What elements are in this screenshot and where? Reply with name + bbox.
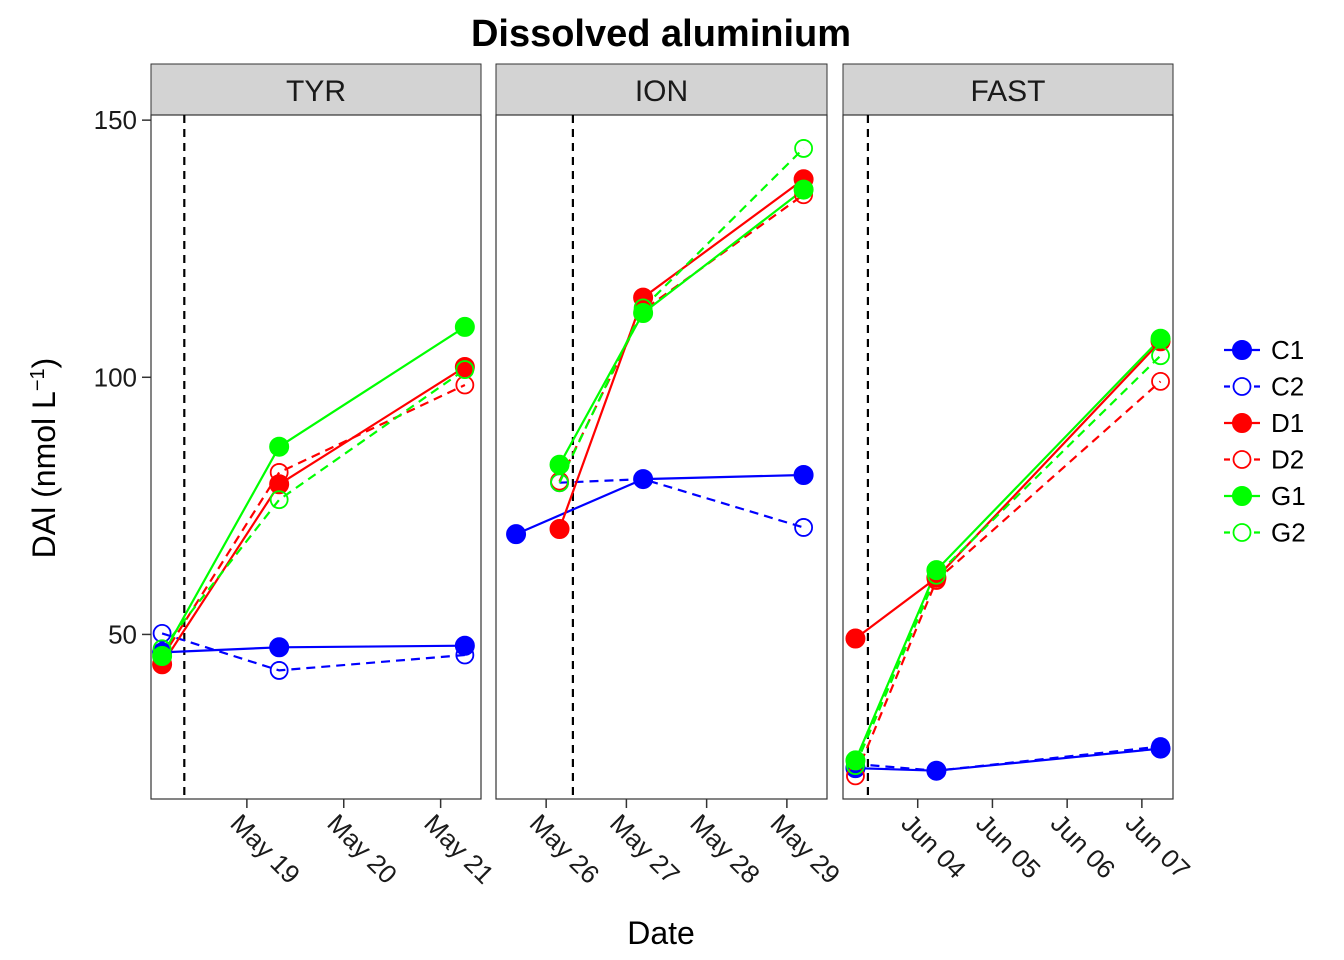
data-point-g1 xyxy=(926,560,947,581)
data-point-c2 xyxy=(1151,737,1170,756)
y-tick-label: 100 xyxy=(94,362,137,392)
legend: C1 C2 D1 D2 G1 G2 xyxy=(1224,335,1306,548)
panel-border xyxy=(150,114,482,800)
y-axis-title-close: ) xyxy=(26,358,62,369)
data-point-d1 xyxy=(845,628,866,649)
data-point-c1 xyxy=(633,469,654,490)
series-line-c2 xyxy=(161,632,465,672)
legend-key-point xyxy=(1232,450,1252,469)
data-point-c2 xyxy=(633,469,653,489)
panel-data xyxy=(845,115,1171,799)
data-point-g1 xyxy=(152,646,173,667)
data-point-g2 xyxy=(846,756,865,775)
data-point-g2 xyxy=(794,139,813,158)
legend-key-point xyxy=(1232,486,1252,506)
data-point-g1 xyxy=(633,303,654,323)
legend-label: G1 xyxy=(1271,481,1306,511)
legend-item-d1: D1 xyxy=(1224,408,1304,438)
data-point-g1 xyxy=(793,179,814,200)
x-tick-label: Jun 07 xyxy=(1120,808,1196,884)
data-point-d2 xyxy=(455,375,475,395)
x-axis-title: Date xyxy=(627,915,695,951)
data-point-d1 xyxy=(549,519,570,539)
data-point-g2 xyxy=(152,639,172,659)
x-tick-label: May 28 xyxy=(684,808,766,890)
x-tick-label: Jun 04 xyxy=(895,808,971,884)
y-tick-label: 150 xyxy=(94,105,137,135)
x-tick-label: Jun 05 xyxy=(970,808,1046,884)
panel-data xyxy=(506,115,814,799)
y-axis-title: DAl (nmol L−1) xyxy=(26,358,62,559)
data-point-c2 xyxy=(269,661,289,680)
legend-label: G2 xyxy=(1271,518,1306,548)
x-tick-label: May 21 xyxy=(418,808,500,890)
legend-item-g1: G1 xyxy=(1224,481,1306,511)
data-point-g2 xyxy=(1151,346,1170,366)
legend-label: D1 xyxy=(1271,408,1304,438)
y-axis-title-main: DAl (nmol L xyxy=(26,391,62,558)
data-point-g2 xyxy=(550,473,569,493)
data-point-c1 xyxy=(926,760,947,781)
x-tick-label: May 26 xyxy=(524,808,606,890)
data-point-c1 xyxy=(793,465,814,485)
facet-strip xyxy=(842,63,1174,116)
legend-item-c2: C2 xyxy=(1224,372,1304,402)
data-point-c2 xyxy=(455,645,475,665)
data-point-d2 xyxy=(1151,371,1170,391)
data-point-c1 xyxy=(269,637,290,658)
legend-item-d2: D2 xyxy=(1224,445,1304,475)
data-point-g2 xyxy=(455,360,475,379)
legend-key-point xyxy=(1232,340,1252,360)
data-point-g1 xyxy=(454,316,475,337)
data-point-g1 xyxy=(845,750,866,771)
facet-strip xyxy=(495,63,828,116)
y-tick-label: 50 xyxy=(108,619,137,649)
legend-item-g2: G2 xyxy=(1224,518,1306,548)
x-tick-label: May 20 xyxy=(322,808,404,890)
legend-label: C1 xyxy=(1271,335,1304,365)
data-point-g2 xyxy=(269,490,289,510)
data-point-g2 xyxy=(633,298,653,318)
x-tick-label: May 27 xyxy=(604,808,686,890)
chart-title: Dissolved aluminium xyxy=(471,13,851,55)
x-tick-label: Jun 06 xyxy=(1045,808,1121,884)
data-point-g1 xyxy=(269,436,290,457)
panel-data xyxy=(152,115,475,799)
data-point-g1 xyxy=(549,454,570,475)
facet-label: FAST xyxy=(970,75,1045,108)
panel-border xyxy=(495,114,828,800)
facet-strip xyxy=(150,63,482,116)
legend-label: D2 xyxy=(1271,445,1304,475)
series-line-g2 xyxy=(161,368,466,650)
legend-key-point xyxy=(1232,413,1252,433)
x-tick-label: May 29 xyxy=(765,808,847,890)
data-point-d2 xyxy=(269,463,289,482)
legend-item-c1: C1 xyxy=(1224,335,1304,365)
facet-label: TYR xyxy=(286,75,346,108)
data-point-c2 xyxy=(152,624,172,643)
data-point-g2 xyxy=(926,565,946,585)
y-axis: 50 100 150 xyxy=(94,105,151,649)
panel-border xyxy=(842,114,1174,800)
y-axis-title-exponent: −1 xyxy=(27,368,49,391)
x-tick-label: May 19 xyxy=(225,808,307,890)
data-point-g1 xyxy=(1150,328,1171,349)
series-line-g2 xyxy=(854,354,1162,767)
legend-label: C2 xyxy=(1271,372,1304,402)
legend-key-point xyxy=(1232,377,1252,396)
data-point-c2 xyxy=(794,518,813,537)
legend-key-point xyxy=(1232,523,1252,542)
data-point-c2 xyxy=(926,761,946,781)
data-point-c1 xyxy=(506,524,527,545)
series-line-g2 xyxy=(558,147,805,484)
panel-tyr: TYR May 19 May 20 May 21 xyxy=(150,63,500,890)
facet-label: ION xyxy=(635,75,688,108)
